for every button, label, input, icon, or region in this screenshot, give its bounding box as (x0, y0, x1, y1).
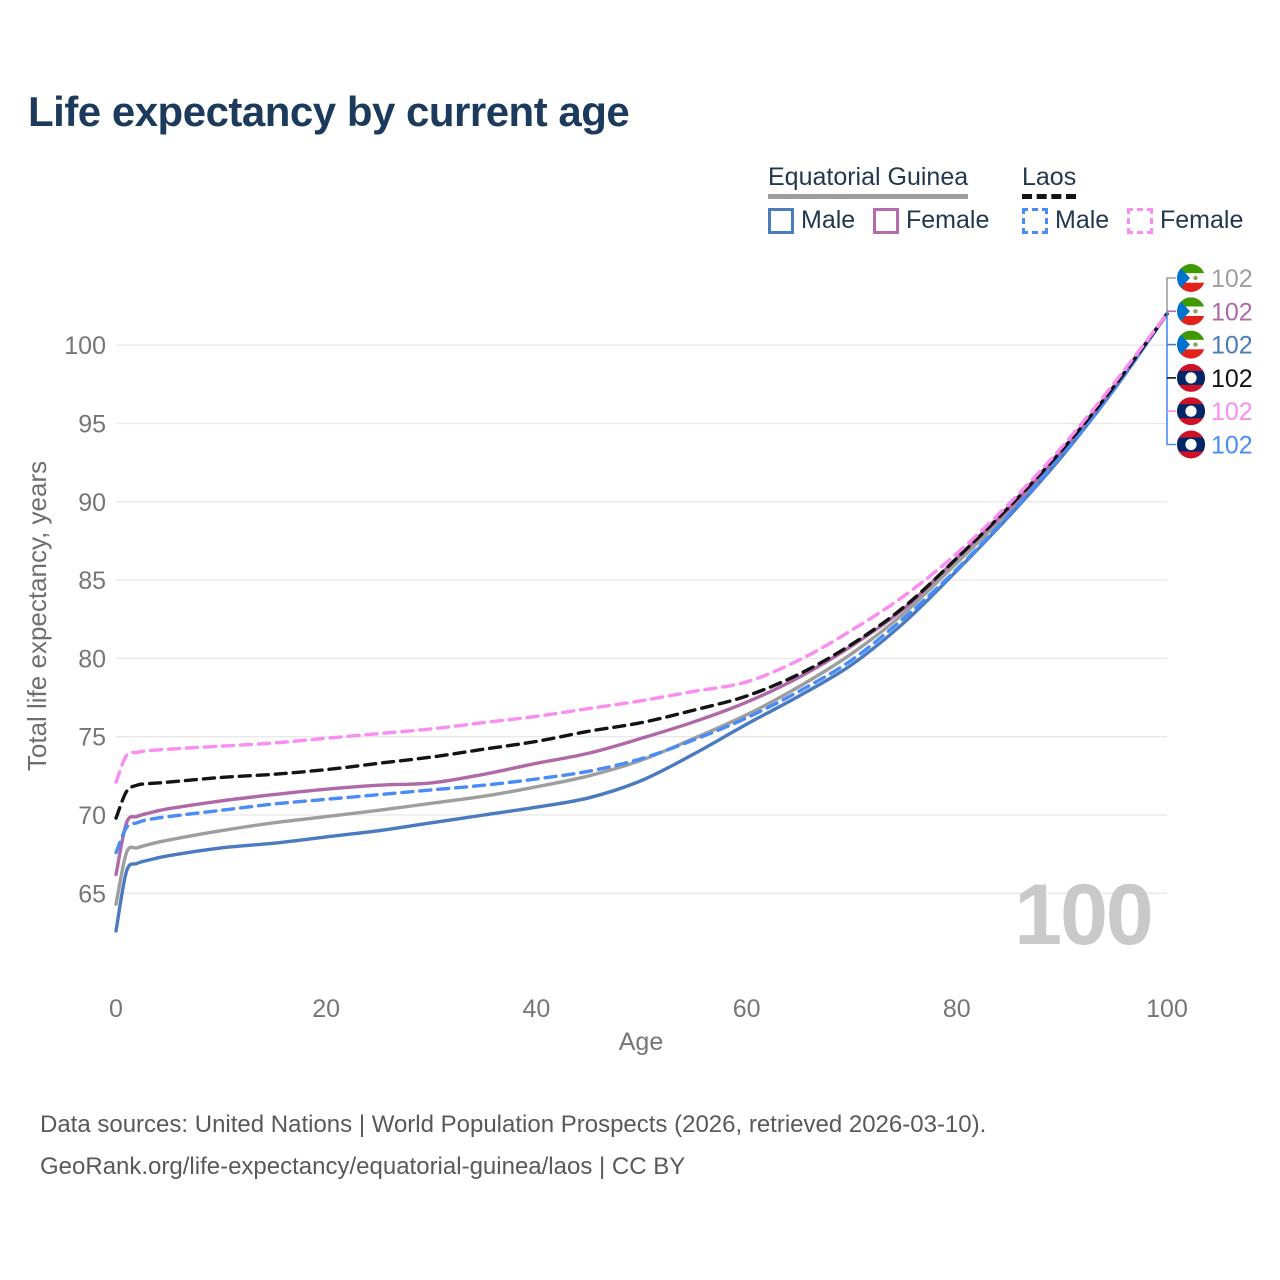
series-line-laos-male[interactable] (114, 312, 1169, 855)
legend-item-equatorial-guinea-male[interactable]: Male (768, 206, 855, 235)
flag-equatorial-guinea-icon (1177, 330, 1205, 359)
end-value-label: 102 (1211, 265, 1253, 293)
legend-label: Female (906, 206, 990, 234)
legend-group-laos[interactable]: Laos (1022, 163, 1077, 199)
x-tick-label: 80 (943, 995, 971, 1023)
x-tick-label: 0 (109, 995, 123, 1023)
flag-equatorial-guinea-icon (1177, 264, 1205, 292)
source-line-2: GeoRank.org/life-expectancy/equatorial-g… (40, 1153, 686, 1180)
page-title: Life expectancy by current age (28, 88, 630, 135)
legend-item-laos-male[interactable]: Male (1022, 206, 1109, 235)
flag-equatorial-guinea-icon (1177, 297, 1205, 326)
x-tick-label: 60 (733, 995, 761, 1023)
series-line-equatorial-guinea-total[interactable] (114, 312, 1169, 906)
flag-laos-icon (1177, 397, 1205, 426)
series-line-equatorial-guinea-male[interactable] (114, 312, 1169, 933)
series-line-laos-female[interactable] (114, 312, 1169, 784)
legend: Equatorial Guinea Laos Male Female Male … (766, 163, 1266, 247)
legend-swatch-laos-male-icon (1022, 207, 1048, 234)
legend-label: Male (801, 206, 856, 234)
source-note: Data sources: United Nations | World Pop… (40, 1104, 986, 1188)
flag-laos-icon (1177, 430, 1205, 459)
x-tick-label: 20 (312, 995, 340, 1023)
x-axis-title: Age (619, 1028, 663, 1056)
legend-group-equatorial-guinea[interactable]: Equatorial Guinea (768, 163, 969, 199)
series-line-laos-total[interactable] (114, 312, 1169, 820)
legend-swatch-eg-female-icon (873, 207, 899, 234)
y-tick-label: 90 (78, 489, 106, 517)
end-value-label: 102 (1211, 332, 1253, 360)
end-value-label: 102 (1211, 432, 1253, 460)
label-connector (1166, 313, 1176, 446)
y-axis-title: Total life expectancy, years (22, 461, 52, 771)
legend-label: Female (1160, 206, 1244, 234)
life-expectancy-chart: 65 70 75 80 85 90 95 100 0 20 40 60 80 100 Age Total li… (22, 264, 1253, 1056)
legend-item-equatorial-guinea-female[interactable]: Female (873, 206, 989, 235)
age-watermark: 100 (1014, 867, 1152, 963)
end-value-label: 102 (1211, 298, 1253, 326)
label-connector (1166, 277, 1176, 313)
y-tick-label: 75 (78, 724, 106, 752)
y-tick-label: 100 (64, 332, 106, 360)
y-tick-label: 65 (78, 880, 106, 908)
y-tick-label: 85 (78, 567, 106, 595)
flag-laos-icon (1177, 363, 1205, 392)
source-line-1: Data sources: United Nations | World Pop… (40, 1111, 987, 1138)
y-tick-label: 70 (78, 802, 106, 830)
end-value-label: 102 (1211, 365, 1253, 393)
legend-item-laos-female[interactable]: Female (1127, 206, 1243, 235)
legend-swatch-laos-female-icon (1127, 207, 1153, 234)
y-tick-label: 95 (78, 411, 106, 439)
legend-swatch-eg-male-icon (768, 207, 794, 234)
x-tick-label: 100 (1146, 995, 1188, 1023)
end-value-label: 102 (1211, 398, 1253, 426)
series-line-equatorial-guinea-female[interactable] (114, 312, 1169, 877)
y-tick-label: 80 (78, 645, 106, 673)
x-tick-label: 40 (522, 995, 550, 1023)
legend-label: Male (1055, 206, 1110, 234)
